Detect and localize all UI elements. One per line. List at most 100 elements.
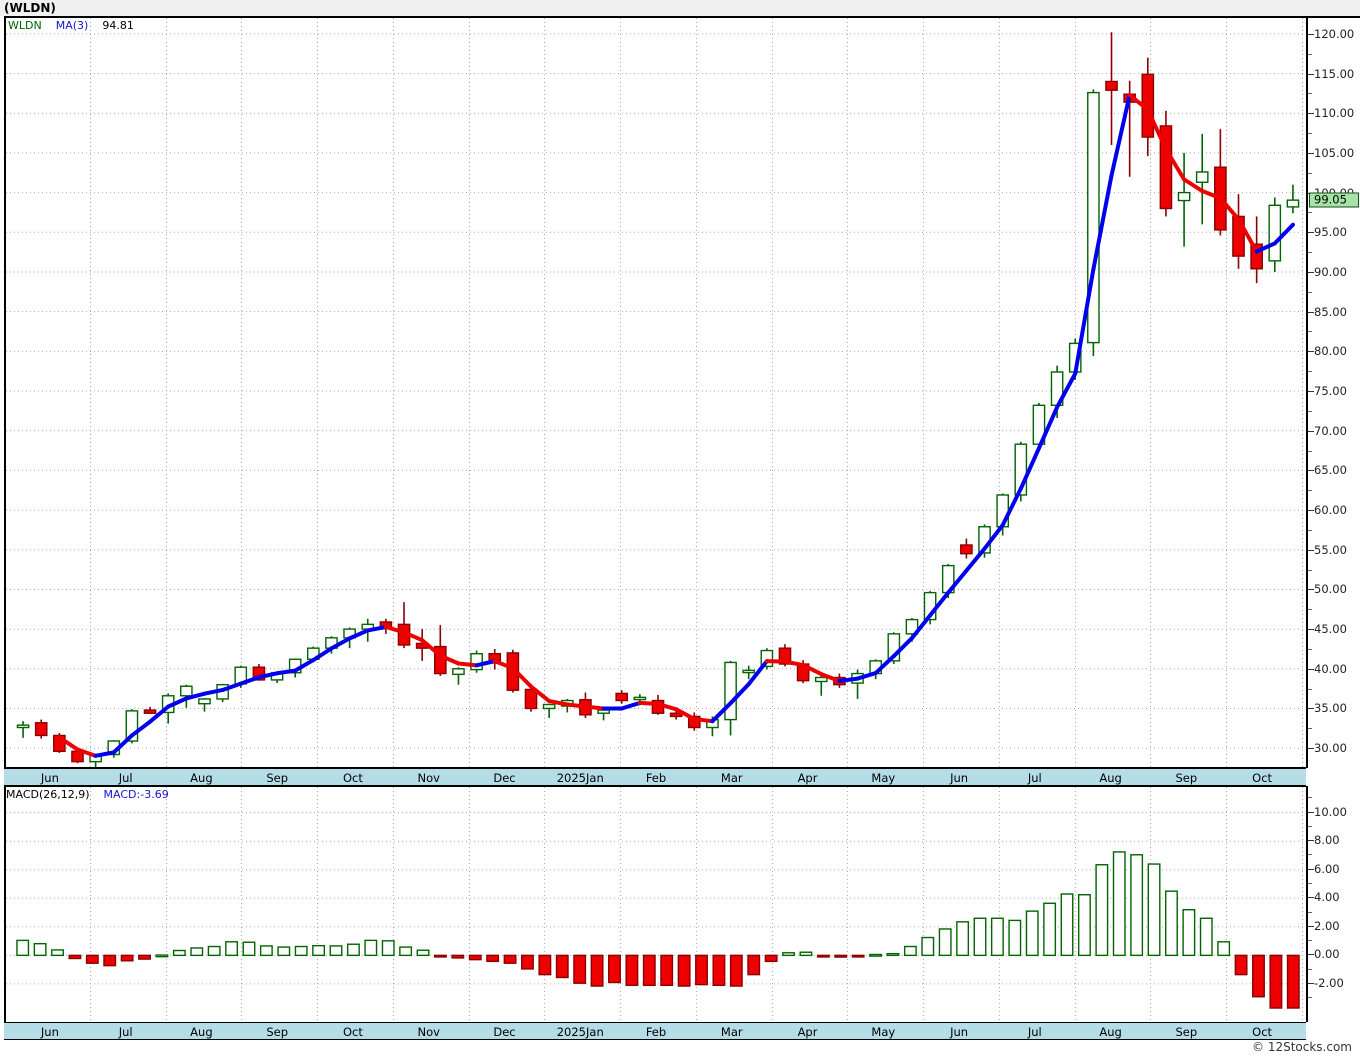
month-label: Aug: [1099, 1025, 1122, 1039]
month-label: Oct: [1252, 1025, 1273, 1039]
price-axis-tick-mark: [1308, 589, 1314, 591]
price-axis-tick: 40.00: [1314, 661, 1347, 676]
month-label: Jun: [950, 1025, 969, 1039]
price-legend-symbol: WLDN: [8, 19, 42, 32]
month-label: Jun: [40, 771, 59, 785]
macd-axis-minor-tick: [1308, 797, 1312, 799]
macd-legend: MACD(26,12,9) MACD:-3.69: [6, 788, 169, 801]
price-axis-tick: 80.00: [1314, 344, 1347, 359]
price-axis-tick: 120.00: [1314, 26, 1355, 41]
month-label: Oct: [342, 1025, 363, 1039]
price-axis-tick: 60.00: [1314, 503, 1347, 518]
month-label: Sep: [266, 1025, 289, 1039]
price-axis-minor-tick: [1308, 172, 1312, 174]
macd-axis-tick: 4.00: [1314, 890, 1340, 905]
macd-axis-tick-mark: [1308, 811, 1314, 813]
month-label: Oct: [342, 771, 363, 785]
price-axis-tick: 35.00: [1314, 701, 1347, 716]
month-label: Mar: [720, 771, 743, 785]
price-axis-tick: 45.00: [1314, 622, 1347, 637]
macd-axis-tick: 0.00: [1314, 947, 1340, 962]
macd-axis-tick-mark: [1308, 897, 1314, 899]
price-axis-tick-mark: [1308, 232, 1314, 234]
macd-axis-minor-tick: [1308, 997, 1312, 999]
price-axis-tick: 75.00: [1314, 384, 1347, 399]
macd-legend-value: MACD:-3.69: [103, 788, 169, 801]
macd-axis-minor-tick: [1308, 940, 1312, 942]
price-chart-panel[interactable]: [4, 16, 1306, 768]
month-label: May: [871, 1025, 896, 1039]
price-plot-svg: [6, 18, 1306, 768]
month-label: Nov: [417, 771, 440, 785]
month-label: Jul: [1027, 771, 1042, 785]
month-label: Apr: [797, 1025, 818, 1039]
month-label: Mar: [720, 1025, 743, 1039]
price-axis-minor-tick: [1308, 252, 1312, 254]
price-axis-tick: 50.00: [1314, 582, 1347, 597]
month-label: Aug: [1099, 771, 1122, 785]
price-axis-tick: 90.00: [1314, 264, 1347, 279]
price-axis-tick: 70.00: [1314, 423, 1347, 438]
price-legend-value: 94.81: [102, 19, 134, 32]
price-axis-minor-tick: [1308, 490, 1312, 492]
macd-y-axis: -2.00 0.00 2.00 4.00 6.00 8.00 10.00: [1306, 786, 1360, 1022]
price-axis-minor-tick: [1308, 410, 1312, 412]
price-legend: WLDN MA(3) 94.81: [8, 19, 134, 32]
price-axis-tick-mark: [1308, 708, 1314, 710]
price-axis-minor-tick: [1308, 93, 1312, 95]
month-label: 2025Jan: [556, 771, 604, 785]
price-axis-minor-tick: [1308, 569, 1312, 571]
month-label: Aug: [190, 771, 213, 785]
price-axis-tick-mark: [1308, 351, 1314, 353]
price-axis-tick: 30.00: [1314, 741, 1347, 756]
macd-axis-minor-tick: [1308, 883, 1312, 885]
page-title: (WLDN): [4, 1, 56, 15]
macd-axis-tick: 10.00: [1314, 804, 1347, 819]
macd-axis-minor-tick: [1308, 854, 1312, 856]
price-axis-tick-mark: [1308, 748, 1314, 750]
month-label: Nov: [417, 1025, 440, 1039]
month-label: 2025Jan: [556, 1025, 604, 1039]
price-axis-tick-mark: [1308, 629, 1314, 631]
month-label: Jul: [118, 1025, 133, 1039]
macd-chart-panel[interactable]: [4, 786, 1306, 1022]
month-label: Oct: [1252, 771, 1273, 785]
macd-axis-tick-mark: [1308, 982, 1314, 984]
price-axis-tick-mark: [1308, 33, 1314, 35]
month-label: Jul: [1027, 1025, 1042, 1039]
price-axis-tick-mark: [1308, 152, 1314, 154]
macd-axis-tick: -2.00: [1314, 975, 1344, 990]
macd-axis-tick-mark: [1308, 840, 1314, 842]
price-axis-minor-tick: [1308, 648, 1312, 650]
macd-axis-minor-tick: [1308, 911, 1312, 913]
month-label: Dec: [493, 771, 516, 785]
month-label: Jul: [118, 771, 133, 785]
price-axis-tick: 110.00: [1314, 106, 1355, 121]
price-axis-minor-tick: [1308, 212, 1312, 214]
macd-axis-tick-mark: [1308, 868, 1314, 870]
title-bar: (WLDN): [0, 0, 1360, 16]
month-label: Aug: [190, 1025, 213, 1039]
copyright-footer: © 12Stocks.com: [1252, 1040, 1352, 1054]
x-axis-months-top: Jun Jul Aug Sep Oct Nov Dec 2025Jan Feb Mar Apr May…: [4, 768, 1306, 786]
price-axis-tick-mark: [1308, 510, 1314, 512]
current-price-tag: 99.05: [1309, 192, 1359, 208]
month-label: Apr: [797, 771, 818, 785]
price-axis-tick: 65.00: [1314, 463, 1347, 478]
month-label: Sep: [1175, 1025, 1198, 1039]
month-label: May: [871, 771, 896, 785]
price-axis-tick-mark: [1308, 113, 1314, 115]
macd-axis-tick: 6.00: [1314, 861, 1340, 876]
price-y-axis: 30.00 35.00 40.00 45.00 50.00 55.00 60.00 65.00…: [1306, 16, 1360, 768]
macd-plot-svg: [6, 787, 1306, 1021]
price-axis-minor-tick: [1308, 133, 1312, 135]
price-axis-tick: 95.00: [1314, 225, 1347, 240]
month-label: Feb: [645, 771, 667, 785]
price-axis-minor-tick: [1308, 450, 1312, 452]
price-axis-tick: 55.00: [1314, 542, 1347, 557]
month-label: Feb: [645, 1025, 667, 1039]
price-legend-indicator: MA(3): [55, 19, 89, 32]
price-axis-tick-mark: [1308, 391, 1314, 393]
price-axis-minor-tick: [1308, 728, 1312, 730]
price-axis-tick-mark: [1308, 470, 1314, 472]
